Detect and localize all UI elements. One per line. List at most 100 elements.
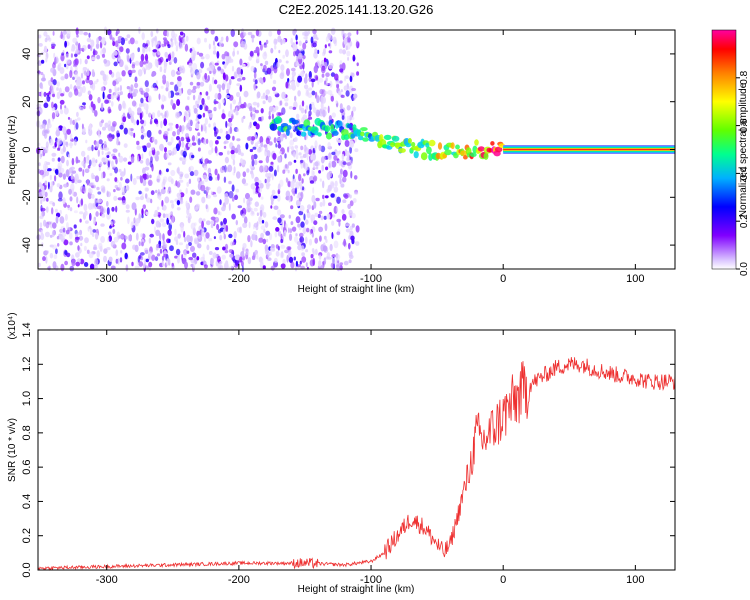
noise-speckle xyxy=(46,168,52,172)
noise-speckle xyxy=(345,228,351,233)
noise-speckle xyxy=(150,31,154,37)
noise-speckle xyxy=(285,223,288,229)
noise-speckle xyxy=(207,167,212,174)
noise-speckle xyxy=(157,51,161,56)
noise-speckle xyxy=(170,221,173,225)
noise-speckle xyxy=(172,103,176,110)
noise-speckle xyxy=(260,225,266,230)
noise-speckle xyxy=(346,150,350,158)
noise-speckle xyxy=(79,47,85,52)
noise-speckle xyxy=(287,161,293,166)
snr-panel: -300 -200 -100 0 100 0.00.20.40.60.81.01.21.… xyxy=(7,312,676,595)
noise-speckle xyxy=(314,212,319,217)
noise-speckle xyxy=(276,61,280,68)
noise-speckle xyxy=(262,164,268,172)
noise-speckle xyxy=(266,182,269,186)
noise-speckle xyxy=(327,90,333,95)
noise-speckle xyxy=(42,256,46,262)
noise-speckle xyxy=(274,38,277,42)
noise-speckle xyxy=(94,141,100,149)
noise-speckle xyxy=(210,216,216,221)
noise-speckle xyxy=(253,222,258,228)
noise-speckle xyxy=(284,97,289,102)
noise-speckle xyxy=(260,142,264,148)
noise-speckle xyxy=(284,249,289,254)
noise-speckle xyxy=(146,172,149,180)
noise-speckle xyxy=(207,95,210,100)
ridge-blob xyxy=(428,139,436,147)
noise-speckle xyxy=(204,236,207,243)
noise-speckle xyxy=(354,136,357,143)
noise-speckle xyxy=(277,194,281,202)
noise-speckle xyxy=(75,27,79,36)
noise-speckle xyxy=(327,105,330,114)
noise-speckle xyxy=(125,48,130,54)
noise-speckle xyxy=(273,205,279,210)
noise-speckle xyxy=(92,50,98,56)
noise-speckle xyxy=(269,247,273,253)
noise-speckle xyxy=(235,188,240,193)
noise-speckle xyxy=(285,49,289,58)
noise-speckle xyxy=(198,52,204,57)
noise-speckle xyxy=(265,94,269,101)
noise-speckle xyxy=(118,141,121,146)
noise-speckle xyxy=(313,201,317,209)
noise-speckle xyxy=(101,157,106,163)
noise-speckle xyxy=(208,251,213,255)
noise-speckle xyxy=(40,185,45,191)
noise-speckle xyxy=(295,260,298,267)
noise-speckle xyxy=(125,178,130,184)
noise-speckle xyxy=(110,94,115,100)
noise-speckle xyxy=(112,155,117,160)
noise-speckle xyxy=(136,175,140,180)
noise-speckle xyxy=(130,53,135,61)
noise-speckle xyxy=(239,226,243,234)
noise-speckle xyxy=(150,190,155,196)
noise-speckle xyxy=(228,117,233,123)
noise-speckle xyxy=(78,235,84,241)
noise-speckle xyxy=(187,96,190,101)
noise-speckle xyxy=(355,41,360,49)
noise-speckle xyxy=(289,228,293,234)
noise-speckle xyxy=(113,165,116,169)
noise-speckle xyxy=(319,202,323,207)
noise-speckle xyxy=(221,83,226,91)
noise-speckle xyxy=(205,232,210,239)
noise-speckle xyxy=(56,87,59,91)
noise-speckle xyxy=(94,110,98,117)
noise-speckle xyxy=(334,194,337,201)
noise-speckle xyxy=(302,226,307,235)
noise-speckle xyxy=(230,149,235,155)
noise-speckle xyxy=(306,211,311,219)
noise-speckle xyxy=(101,150,104,156)
noise-speckle xyxy=(113,195,118,201)
noise-speckle xyxy=(141,153,144,160)
noise-speckle xyxy=(167,141,172,146)
noise-speckle xyxy=(236,144,241,151)
noise-speckle xyxy=(88,225,92,230)
noise-speckle xyxy=(345,223,350,227)
noise-speckle xyxy=(324,91,328,95)
noise-speckle xyxy=(324,80,327,85)
noise-speckle xyxy=(212,252,217,259)
noise-speckle xyxy=(319,178,322,182)
noise-speckle xyxy=(336,196,341,204)
noise-speckle xyxy=(57,157,61,162)
noise-speckle xyxy=(328,50,333,54)
noise-speckle xyxy=(339,64,343,69)
noise-speckle xyxy=(136,140,140,146)
noise-speckle xyxy=(321,109,327,117)
noise-speckle xyxy=(167,229,172,236)
noise-speckle xyxy=(84,59,88,65)
noise-speckle xyxy=(156,60,159,68)
noise-speckle xyxy=(315,166,319,170)
noise-speckle xyxy=(294,95,297,102)
ridge-blob xyxy=(407,138,412,144)
noise-speckle xyxy=(254,142,259,148)
noise-speckle xyxy=(351,72,355,78)
noise-speckle xyxy=(101,119,104,124)
noise-speckle xyxy=(137,69,143,77)
noise-speckle xyxy=(223,165,227,173)
noise-speckle xyxy=(231,242,236,246)
noise-speckle xyxy=(172,131,176,137)
